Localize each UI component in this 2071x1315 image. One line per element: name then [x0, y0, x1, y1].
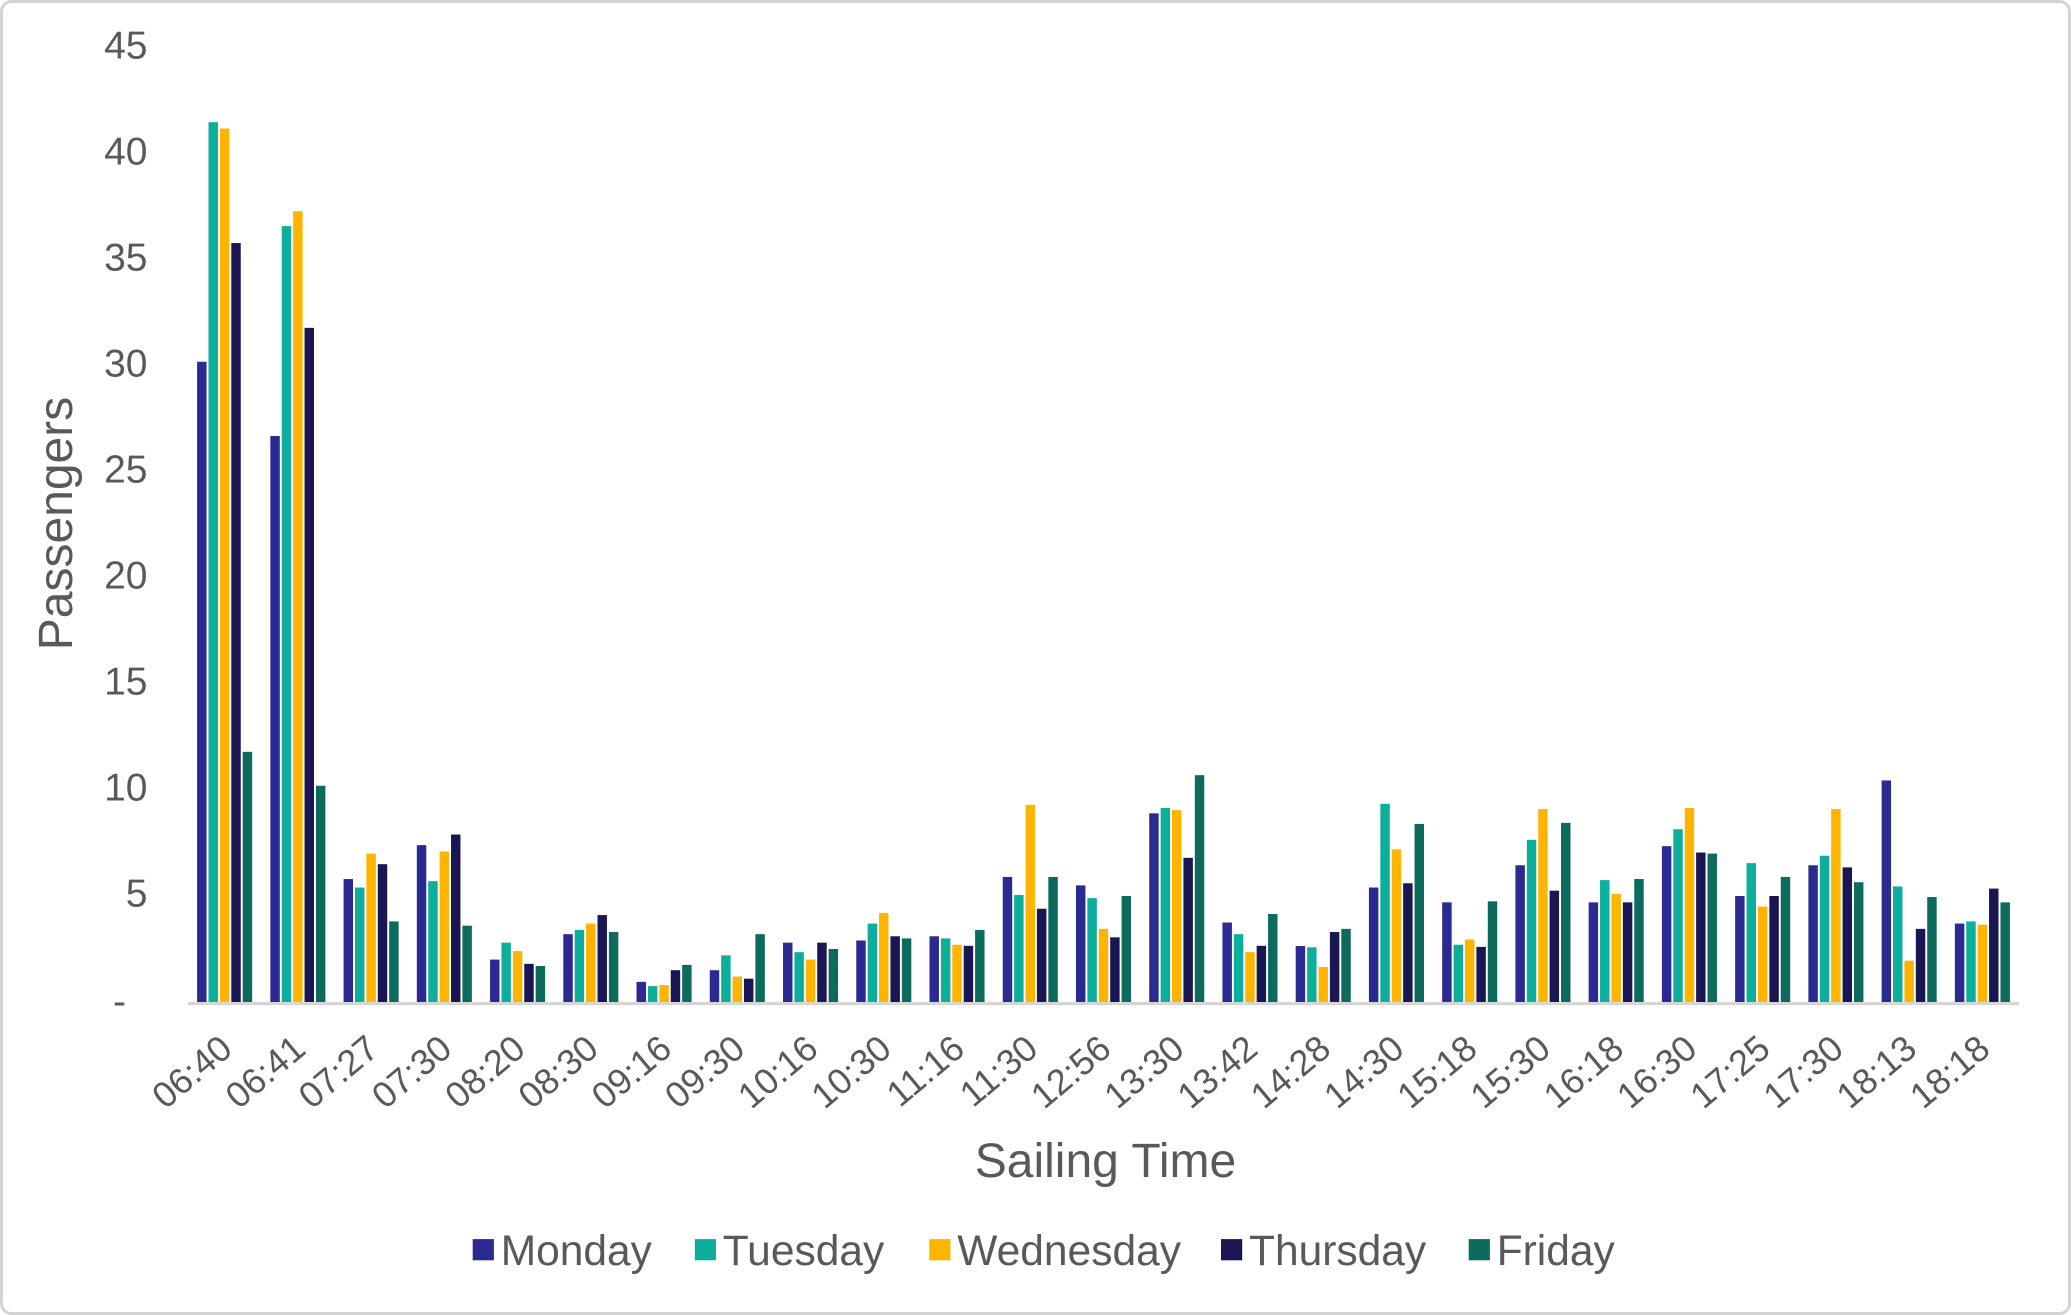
svg-text:35: 35 [104, 237, 147, 280]
svg-text:Thursday: Thursday [1249, 1228, 1427, 1275]
svg-text:Tuesday: Tuesday [723, 1228, 885, 1275]
svg-text:Monday: Monday [501, 1228, 653, 1275]
svg-text:5: 5 [126, 873, 148, 916]
svg-text:Wednesday: Wednesday [957, 1228, 1181, 1275]
svg-text:-: - [113, 981, 126, 1024]
svg-text:15: 15 [104, 661, 147, 704]
svg-text:Passengers: Passengers [30, 397, 83, 650]
svg-text:30: 30 [104, 343, 147, 386]
svg-text:Friday: Friday [1497, 1228, 1616, 1275]
svg-text:40: 40 [104, 131, 147, 174]
svg-text:20: 20 [104, 555, 147, 598]
svg-text:10: 10 [104, 767, 147, 810]
svg-text:25: 25 [104, 449, 147, 492]
svg-text:45: 45 [104, 25, 147, 68]
svg-text:Sailing Time: Sailing Time [975, 1135, 1236, 1188]
